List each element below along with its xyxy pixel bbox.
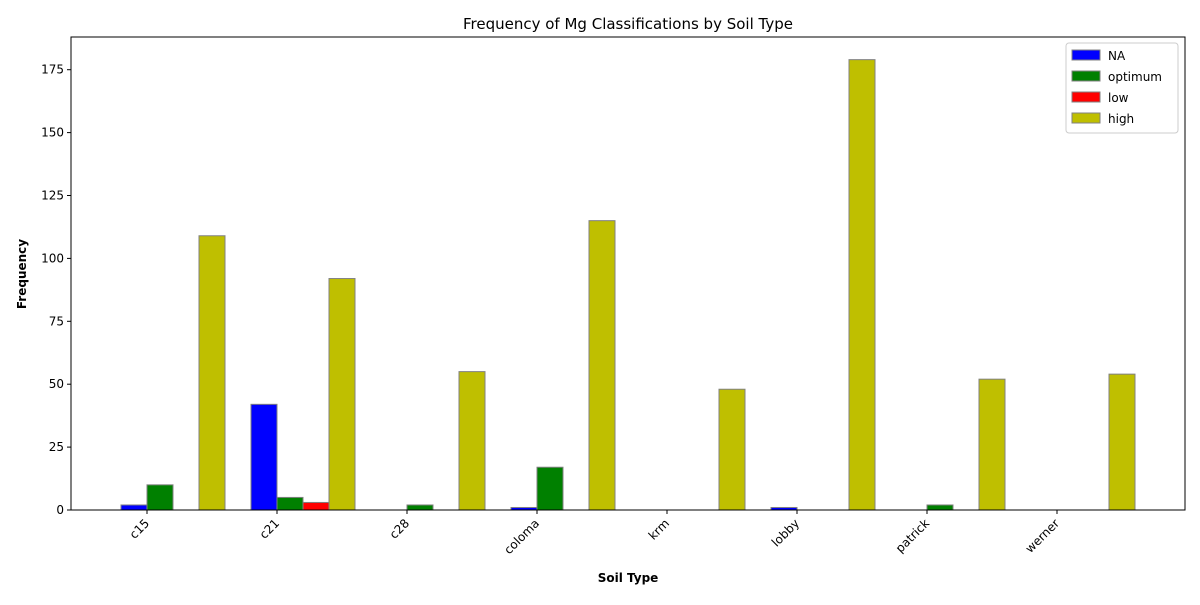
x-tick-label: coloma [501,516,542,557]
legend-label-NA: NA [1108,49,1126,63]
x-tick-label: werner [1023,516,1063,556]
bar-optimum-c21 [276,496,304,511]
bar-low-c21 [302,501,330,511]
y-tick-label: 125 [41,189,64,203]
x-tick-label: c21 [257,516,282,541]
y-tick-label: 0 [56,503,64,517]
bar-high-patrick [978,378,1006,511]
legend-label-optimum: optimum [1108,70,1162,84]
bars-group [120,59,1136,511]
legend-label-low: low [1108,91,1129,105]
y-tick-label: 100 [41,251,64,265]
bar-NA-c21 [250,403,278,511]
bar-optimum-patrick [926,504,954,511]
legend-swatch-NA [1071,49,1101,61]
x-tick-label: c28 [387,516,412,541]
y-tick-label: 50 [49,377,64,391]
y-axis-label: Frequency [15,239,29,309]
x-axis-ticks: c15 c21 c28 coloma krm lobby patrick werner [127,510,1062,557]
bar-optimum-c28 [406,504,434,511]
x-axis-label: Soil Type [598,571,659,585]
legend-swatch-optimum [1071,70,1101,82]
plot-frame [70,36,1186,511]
y-axis-ticks: 0 25 50 75 100 125 150 175 [41,63,71,517]
bar-optimum-coloma [536,466,564,511]
bar-optimum-c15 [146,484,174,511]
x-tick-label: lobby [769,516,802,549]
legend-box [1065,42,1179,134]
chart-title: Frequency of Mg Classifications by Soil … [463,15,793,33]
x-tick-label: patrick [893,516,932,555]
bar-high-krm [718,388,746,511]
bar-high-c21 [328,278,356,511]
legend-label-high: high [1108,112,1134,126]
legend: NA optimum low high [1065,42,1179,134]
y-tick-label: 175 [41,63,64,77]
bar-high-werner [1108,373,1136,511]
bar-high-coloma [588,220,616,511]
y-tick-label: 75 [49,314,64,328]
legend-swatch-high [1071,112,1101,124]
bar-NA-c15 [120,504,148,511]
bar-high-lobby [848,59,876,511]
y-tick-label: 25 [49,440,64,454]
y-tick-label: 150 [41,126,64,140]
legend-swatch-low [1071,91,1101,103]
x-tick-label: c15 [127,516,152,541]
bar-high-c28 [458,371,486,511]
bar-high-c15 [198,235,226,511]
x-tick-label: krm [646,516,672,542]
